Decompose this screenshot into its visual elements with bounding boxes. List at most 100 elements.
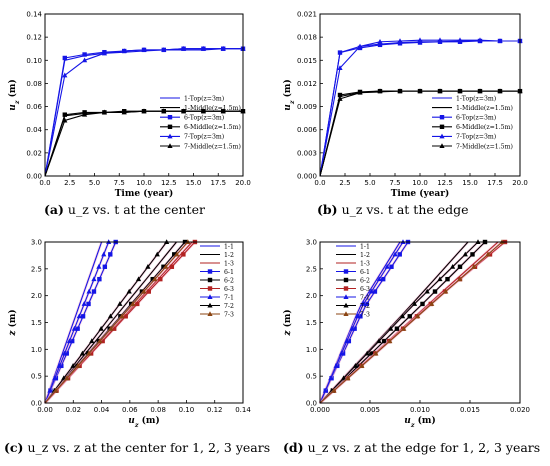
data-point [358, 314, 363, 319]
data-point [100, 338, 105, 344]
y-tick-label: 1.0 [31, 346, 42, 354]
data-point [376, 276, 382, 282]
x-tick-label: 5.0 [364, 179, 375, 187]
y-axis-label: uz (m) [282, 79, 296, 110]
data-point [141, 47, 147, 52]
legend-label: 7-Top(z=3m) [184, 134, 224, 141]
data-point [368, 288, 375, 294]
data-point [69, 338, 75, 344]
y-tick-label: 0.12 [26, 34, 42, 42]
data-point [163, 263, 169, 269]
x-tick-label: 17.5 [487, 179, 503, 187]
data-point [394, 326, 400, 331]
data-point [119, 313, 125, 319]
data-point [357, 43, 363, 49]
data-point [457, 37, 463, 43]
legend-marker [207, 294, 213, 299]
legend-label: 6-Middle(z=1.5m) [456, 124, 513, 131]
data-point [80, 314, 86, 319]
data-point [387, 338, 393, 344]
x-axis-label: Time (year) [115, 188, 174, 199]
data-point [338, 350, 345, 356]
legend-label: 6-Top(z=3m) [456, 115, 496, 122]
y-tick-label: 0.0 [31, 400, 42, 408]
caption-a-text: u_z vs. t at the center [67, 202, 205, 217]
data-point [158, 276, 163, 282]
data-point [337, 65, 343, 70]
x-tick-label: 0.015 [460, 406, 480, 414]
data-point [101, 50, 107, 56]
data-point [154, 251, 160, 257]
legend-label: 6-1 [224, 269, 234, 276]
x-tick-label: 0.0 [314, 179, 325, 187]
data-point [141, 288, 147, 294]
data-point [200, 45, 206, 51]
y-tick-label: 0.012 [297, 80, 317, 88]
data-point [437, 276, 443, 282]
y-axis-label: z (m) [7, 309, 18, 336]
x-axis-label: uz (m) [128, 415, 159, 429]
series-line [44, 241, 189, 404]
x-tick-label: 0.010 [410, 406, 430, 414]
data-point [355, 313, 361, 319]
data-point [377, 88, 383, 94]
data-point [322, 387, 328, 393]
series-7-2 [319, 239, 481, 404]
data-point [349, 325, 355, 331]
caption-d: (d) u_z vs. z at the edge for 1, 2, 3 ye… [283, 440, 540, 455]
data-point [97, 276, 102, 282]
legend-label: 7-2 [224, 303, 234, 310]
legend: 1-1 1-21-3 6-16-2 6-37-1 7-27-3 [336, 243, 370, 318]
data-point [397, 88, 403, 94]
data-point [352, 363, 358, 368]
legend-label: 1-3 [224, 260, 234, 267]
x-tick-label: 0.005 [360, 406, 380, 414]
y-tick-label: 0.0 [306, 400, 317, 408]
data-point [401, 325, 407, 331]
legend-label: 7-1 [360, 294, 370, 301]
legend-marker [343, 269, 349, 274]
legend-marker [439, 124, 445, 129]
data-point [75, 326, 80, 331]
y-tick-label: 3.0 [31, 239, 42, 247]
data-point [145, 263, 151, 269]
data-point [52, 375, 58, 381]
data-point [161, 108, 167, 114]
legend-marker [343, 294, 349, 299]
x-tick-label: 0.000 [310, 406, 330, 414]
data-point [86, 301, 91, 307]
data-point [141, 108, 147, 114]
caption-b: (b) u_z vs. t at the edge [317, 202, 469, 217]
x-axis-label: Time (year) [391, 188, 450, 199]
data-point [161, 47, 167, 52]
y-tick-label: 0.14 [26, 11, 42, 19]
data-point [388, 325, 394, 331]
legend-marker [207, 302, 213, 308]
plot-frame [319, 13, 521, 177]
x-tick-label: 2.5 [64, 179, 75, 187]
chart-d: 0.000 0.005 0.010 0.015 0.020 0.0 0.5 1.0 1.5 2.0… [282, 239, 530, 430]
data-point [64, 351, 69, 356]
series-7-Middle(z=1.5m) [44, 108, 246, 177]
data-point [470, 252, 475, 257]
caption-a-letter: (a) [44, 202, 64, 217]
data-point [352, 326, 357, 331]
legend-marker [167, 133, 173, 139]
legend-marker [343, 277, 349, 283]
data-point [53, 387, 59, 393]
data-point [372, 289, 378, 294]
caption-d-letter: (d) [283, 440, 304, 455]
data-point [169, 264, 175, 269]
data-point [411, 301, 418, 306]
data-point [443, 288, 449, 294]
y-tick-label: 0.00 [26, 173, 42, 181]
data-point [57, 363, 63, 368]
y-tick-label: 3.0 [306, 239, 317, 247]
data-point [457, 276, 463, 282]
data-point [429, 301, 435, 306]
data-point [345, 375, 351, 381]
data-point [333, 363, 339, 368]
data-point [392, 251, 398, 257]
y-tick-label: 0.5 [31, 373, 42, 381]
y-tick-label: 0.02 [26, 149, 42, 157]
